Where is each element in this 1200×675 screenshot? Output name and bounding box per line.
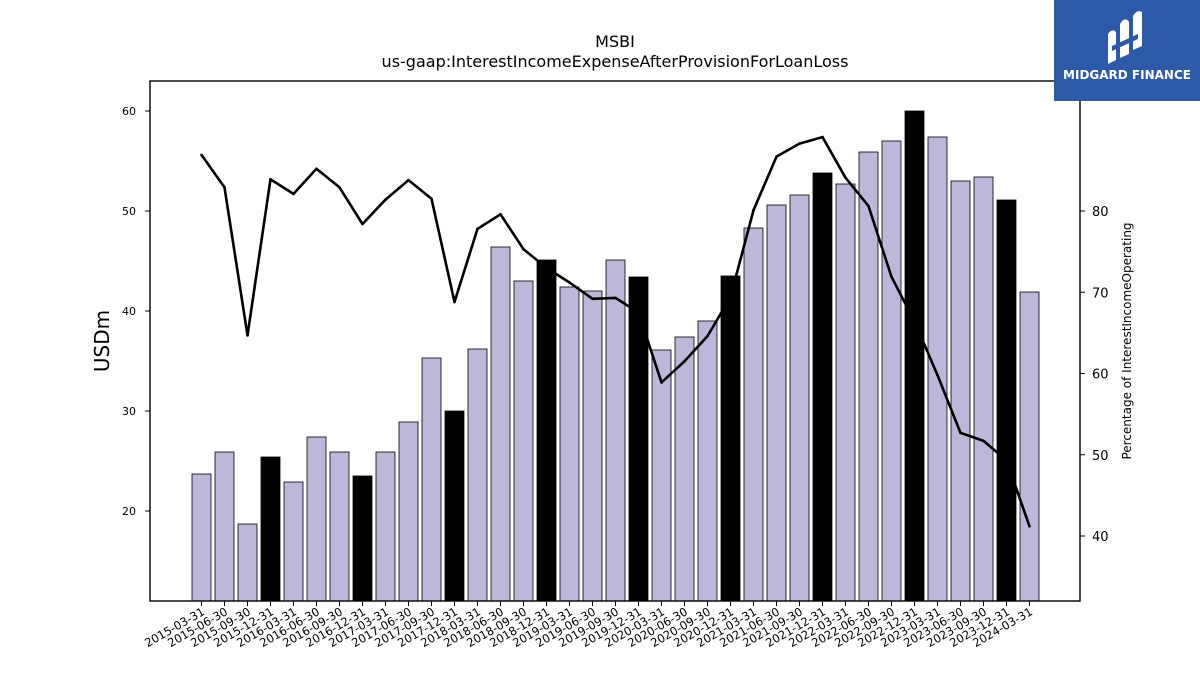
midgard-finance-logo: MIDGARD FINANCE xyxy=(1054,0,1200,101)
line-point xyxy=(292,192,295,196)
y-tick-label: 20 xyxy=(122,505,136,518)
bar-2022-06-30 xyxy=(858,151,879,602)
bar-2015-12-31 xyxy=(260,456,281,602)
line-point xyxy=(338,186,341,189)
line-point xyxy=(890,275,893,279)
chart-title: MSBI xyxy=(595,32,635,51)
chart-subtitle: us-gaap:InterestIncomeExpenseAfterProvis… xyxy=(381,52,849,71)
line-point xyxy=(522,247,525,251)
line-point xyxy=(752,208,755,212)
bar-2015-09-30 xyxy=(237,523,258,602)
bar-group xyxy=(191,110,1040,602)
bar-2021-09-30 xyxy=(789,194,810,602)
y-tick-label: 50 xyxy=(122,205,136,218)
bar-2015-06-30 xyxy=(214,451,235,602)
line-point xyxy=(821,135,824,139)
midgard-logo-icon xyxy=(1108,11,1142,64)
bar-2022-12-31 xyxy=(904,110,925,602)
bar-2019-12-31 xyxy=(628,276,649,602)
line-point xyxy=(844,176,847,179)
line-point xyxy=(246,334,249,337)
line-point xyxy=(775,155,778,158)
bar-2021-03-31 xyxy=(743,227,764,602)
bar-2020-12-31 xyxy=(720,275,741,602)
bar-2016-09-30 xyxy=(329,451,350,602)
line-point xyxy=(660,381,663,384)
bar-2018-09-30 xyxy=(513,280,534,602)
bar-2022-09-30 xyxy=(881,140,902,602)
y2-tick-label: 50 xyxy=(1092,449,1109,464)
bar-2023-03-31 xyxy=(927,136,948,602)
bar-2023-06-30 xyxy=(950,180,971,602)
bar-2020-06-30 xyxy=(674,336,695,602)
bar-2019-03-31 xyxy=(559,286,580,602)
line-point xyxy=(430,197,433,201)
line-point xyxy=(683,360,686,363)
line-point xyxy=(798,142,801,145)
bar-2016-03-31 xyxy=(283,481,304,602)
bar-2018-06-30 xyxy=(490,246,511,602)
y-tick-label: 60 xyxy=(122,105,136,118)
y-tick-label: 30 xyxy=(122,405,136,418)
bar-2015-03-31 xyxy=(191,473,212,602)
line-point xyxy=(200,153,203,157)
bar-2016-06-30 xyxy=(306,436,327,602)
line-point xyxy=(315,167,318,171)
bar-2017-12-31 xyxy=(444,410,465,602)
line-point xyxy=(591,297,594,301)
line-point xyxy=(1005,459,1008,462)
bar-2018-12-31 xyxy=(536,259,557,602)
line-point xyxy=(729,295,732,299)
bar-2021-12-31 xyxy=(812,172,833,602)
bar-2021-06-30 xyxy=(766,204,787,602)
y-axis-label: USDm xyxy=(90,310,114,372)
bar-2019-06-30 xyxy=(582,290,603,602)
bar-2020-03-31 xyxy=(651,349,672,602)
y2-tick-label: 70 xyxy=(1092,286,1109,301)
bar-2017-03-31 xyxy=(375,451,396,602)
line-point xyxy=(913,320,916,323)
line-point xyxy=(936,373,939,377)
line-point xyxy=(1028,524,1031,528)
line-point xyxy=(223,186,226,189)
line-point xyxy=(614,296,617,300)
y2-tick-label: 40 xyxy=(1092,530,1109,545)
line-point xyxy=(453,300,456,304)
y2-tick-label: 60 xyxy=(1092,368,1109,383)
line-point xyxy=(982,439,985,443)
line-point xyxy=(545,266,548,270)
bar-2017-06-30 xyxy=(398,421,419,602)
bar-2019-09-30 xyxy=(605,259,626,602)
y2-tick-label: 80 xyxy=(1092,205,1109,220)
tick-group: 2015-03-312015-06-302015-09-302015-12-31… xyxy=(122,105,1109,650)
line-point xyxy=(637,311,640,314)
line-point xyxy=(867,204,870,208)
line-point xyxy=(269,178,272,181)
line-point xyxy=(706,334,709,338)
line-point xyxy=(959,431,962,435)
logo-text: MIDGARD FINANCE xyxy=(1063,68,1191,82)
line-point xyxy=(568,281,571,284)
line-point xyxy=(407,178,410,182)
bar-2024-03-31 xyxy=(1019,291,1040,602)
bar-2017-09-30 xyxy=(421,357,442,602)
line-point xyxy=(499,212,502,216)
bar-2022-03-31 xyxy=(835,183,856,602)
line-point xyxy=(384,198,387,201)
y-tick-label: 40 xyxy=(122,305,136,318)
bar-2023-12-31 xyxy=(996,199,1017,602)
bar-2016-12-31 xyxy=(352,475,373,602)
bar-2020-09-30 xyxy=(697,320,718,602)
y2-axis-label: Percentage of InterestIncomeOperating xyxy=(1120,222,1134,459)
line-point xyxy=(476,227,479,231)
line-point xyxy=(361,222,364,226)
bar-2018-03-31 xyxy=(467,348,488,602)
bar-2023-09-30 xyxy=(973,176,994,602)
